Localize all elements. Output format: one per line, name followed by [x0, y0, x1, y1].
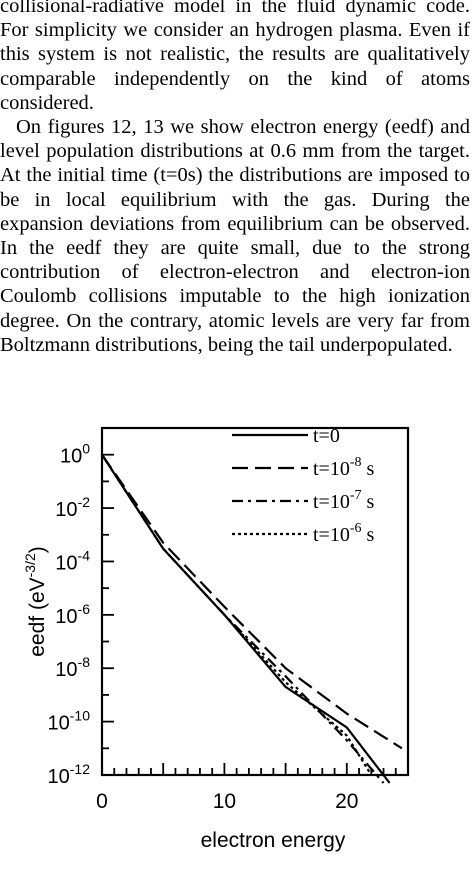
legend-label: t=10-8 s	[313, 455, 375, 480]
series-line	[101, 454, 385, 784]
series-line	[101, 454, 391, 784]
y-tick-label: 10-8	[55, 654, 90, 681]
legend-label: t=10-6 s	[313, 521, 375, 546]
legend-label: t=0	[313, 425, 340, 447]
paragraph-2: On figures 12, 13 we show electron energ…	[0, 116, 470, 356]
eedf-chart: 0 10 20 100 10-2 10-4 10-6 10-8 10-10 10-12 electr…	[22, 425, 410, 852]
y-tick-label: 10-4	[55, 547, 90, 574]
series-line	[101, 454, 373, 776]
y-tick-label: 100	[60, 441, 90, 468]
x-axis-label: electron energy	[201, 829, 346, 852]
y-tick-label: 10-2	[55, 494, 90, 521]
x-tick-label: 20	[335, 790, 358, 813]
y-tick-label: 10-6	[55, 601, 90, 628]
series-line	[101, 454, 403, 750]
y-axis-label: eedf (eV-3/2)	[22, 546, 49, 657]
x-tick-label: 10	[213, 790, 236, 813]
y-tick-label: 10-12	[48, 761, 91, 788]
x-tick-label: 0	[96, 790, 108, 813]
paper-text: collisional-radiative model in the fluid…	[0, 0, 470, 357]
y-tick-label: 10-10	[48, 708, 91, 735]
paragraph-1: collisional-radiative model in the fluid…	[0, 0, 470, 114]
plot-frame	[100, 426, 410, 777]
legend-label: t=10-7 s	[313, 488, 375, 513]
eedf-figure: 0 10 20 100 10-2 10-4 10-6 10-8 10-10 10-12 electr…	[0, 400, 474, 879]
